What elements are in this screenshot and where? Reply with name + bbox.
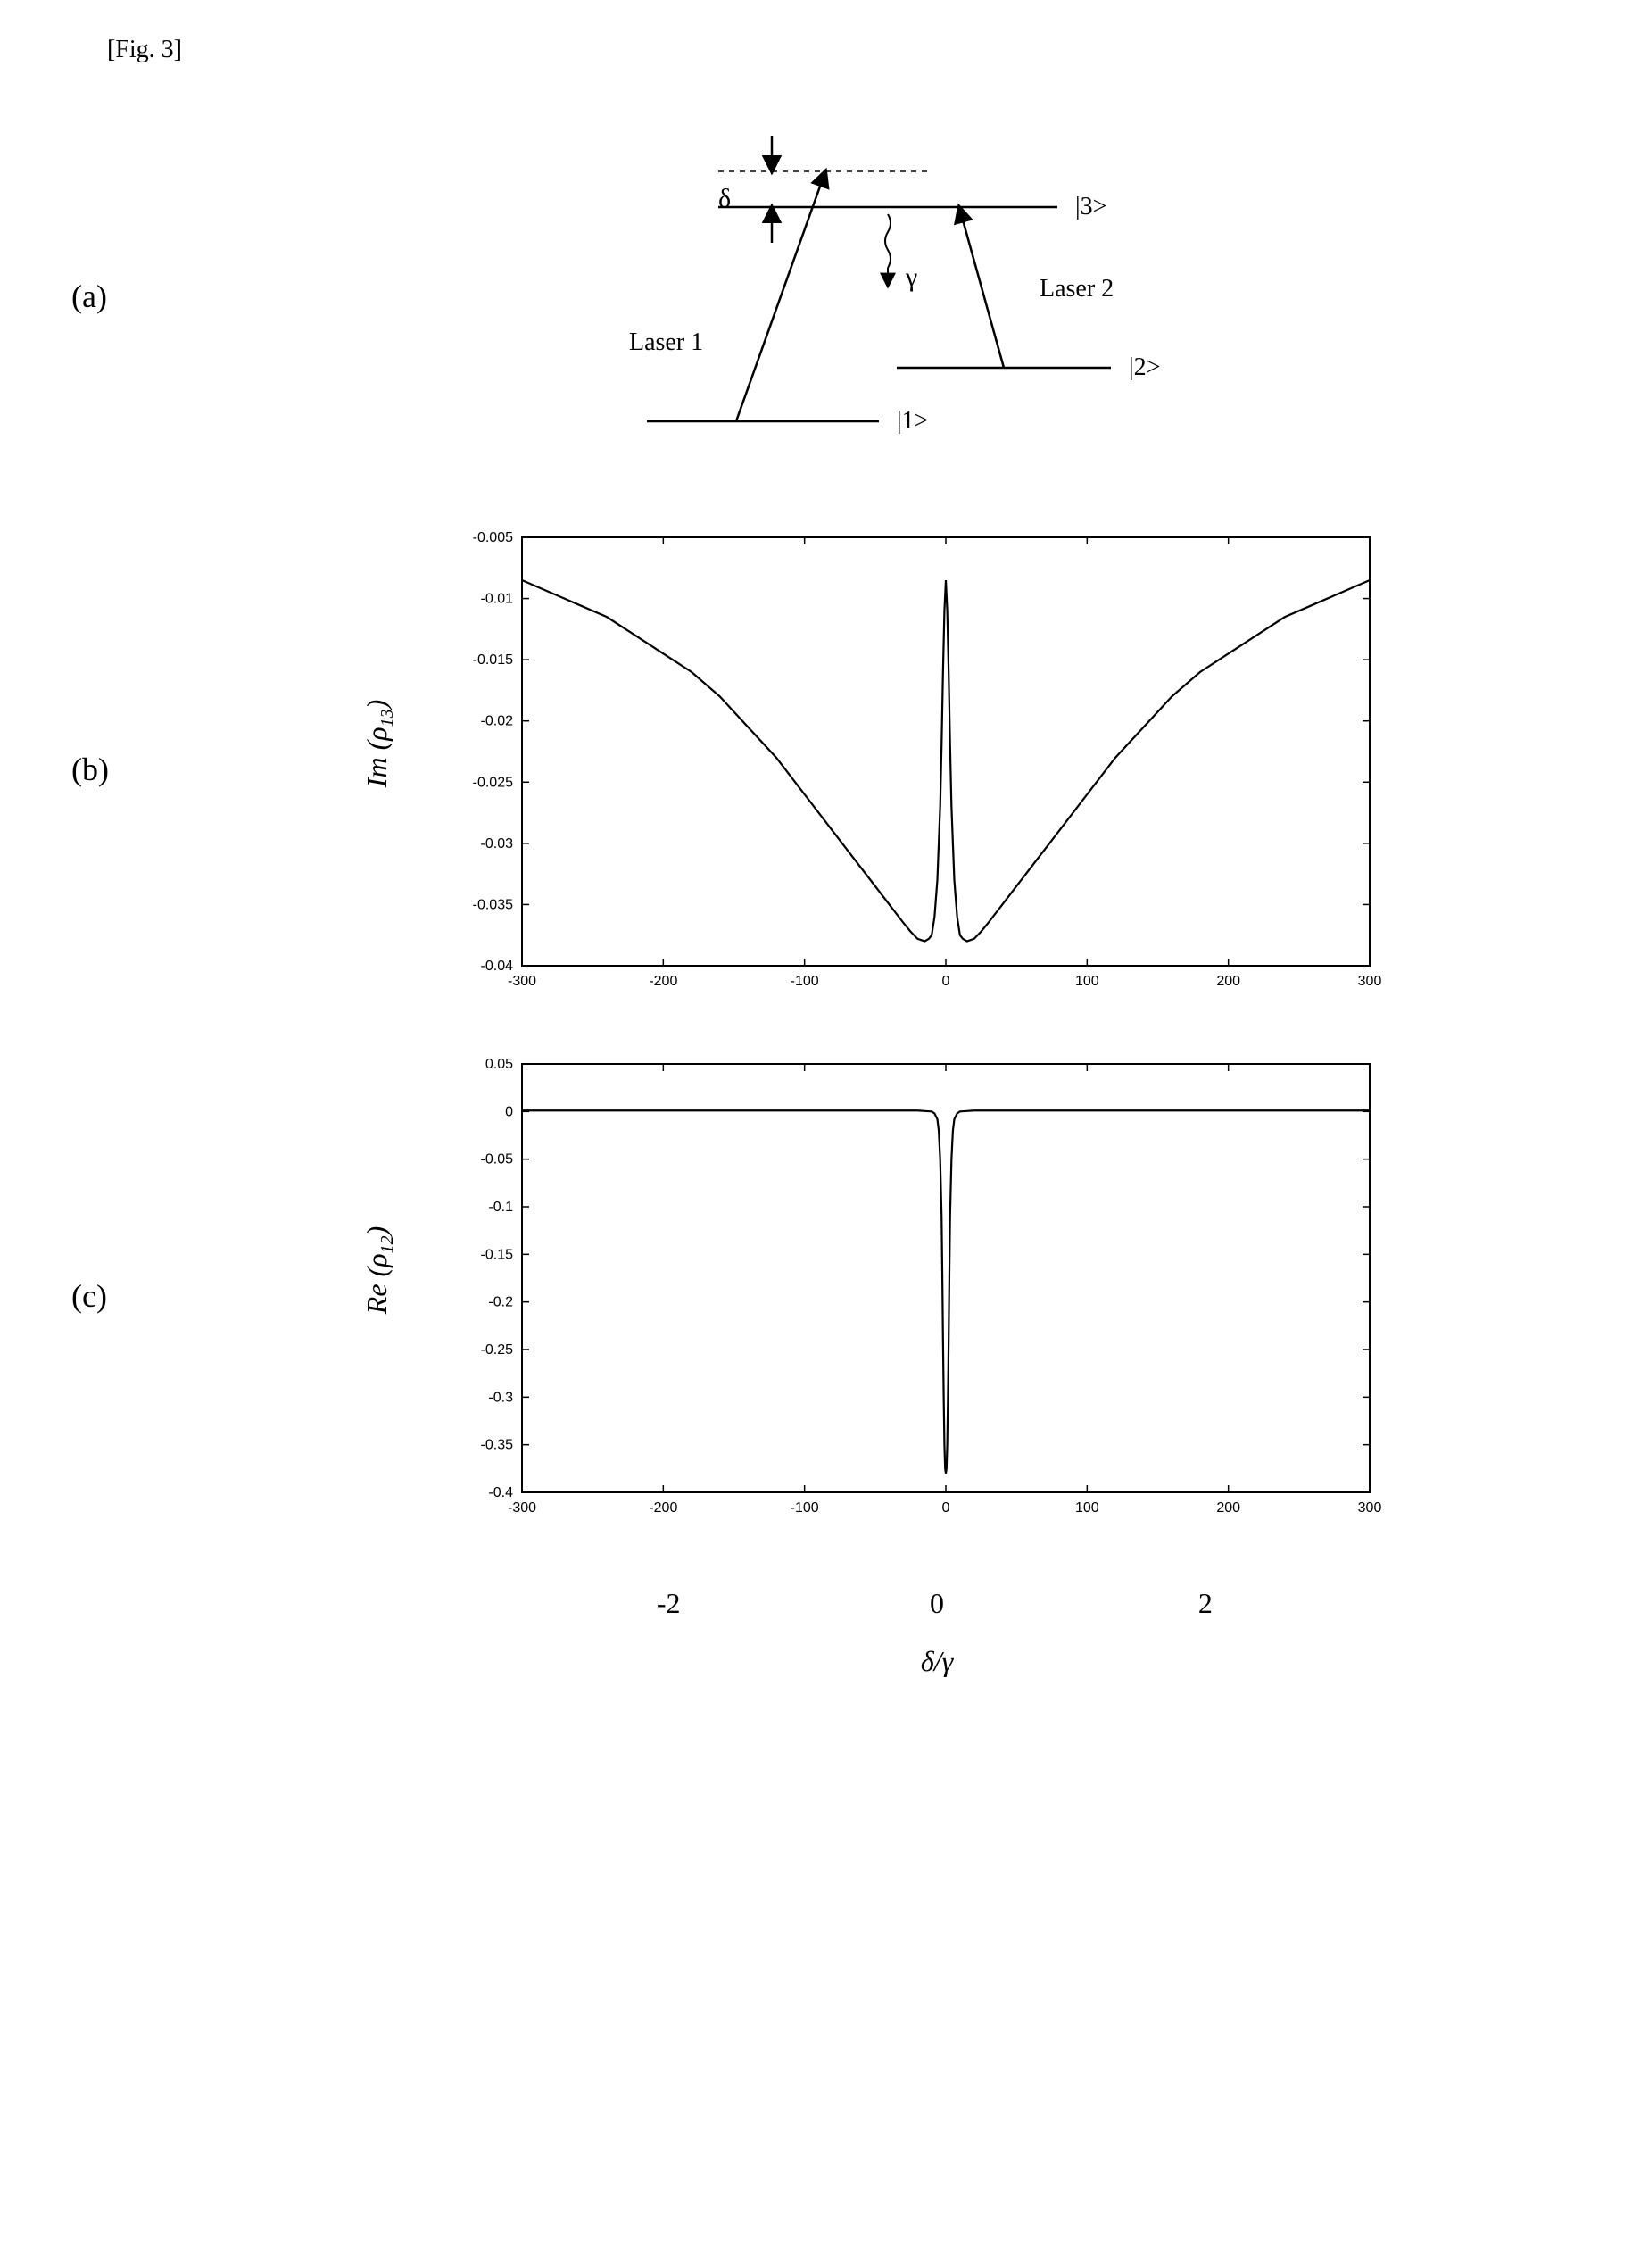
svg-text:-100: -100 (790, 1500, 818, 1516)
panel-c-content: Re (ρ12) -0.4 -0.35 -0.3 -0.25 -0.2 -0.15 -0.1… (178, 1046, 1578, 1546)
figure-caption: [Fig. 3] (107, 36, 1578, 64)
svg-text:200: 200 (1216, 974, 1240, 989)
svg-text:-0.02: -0.02 (480, 714, 513, 729)
chart-b: -0.04 -0.035 -0.03 -0.025 -0.02 -0.015 -0.01 -0… (397, 519, 1396, 1019)
svg-text:-2: -2 (656, 1587, 680, 1619)
svg-text:-300: -300 (507, 974, 535, 989)
chart-c-ylabel: Re (ρ12) (360, 1278, 397, 1314)
panel-c-letter: (c) (54, 1277, 178, 1315)
svg-text:|2>: |2> (1129, 353, 1160, 381)
svg-text:0: 0 (930, 1587, 944, 1619)
svg-text:0.05: 0.05 (485, 1057, 512, 1072)
svg-text:2: 2 (1197, 1587, 1212, 1619)
panel-b-content: Im (ρ13) -0.04-0.035-0.03-0.025-0.02-0.0… (178, 519, 1578, 1019)
svg-text:0: 0 (941, 1500, 949, 1516)
svg-text:-0.2: -0.2 (488, 1295, 513, 1310)
panel-a-letter: (a) (54, 278, 178, 315)
svg-text:δ: δ (718, 184, 731, 213)
svg-text:0: 0 (505, 1104, 513, 1119)
svg-text:-0.25: -0.25 (480, 1342, 513, 1358)
svg-text:δ/γ: δ/γ (920, 1645, 954, 1677)
panel-c-row: (c) Re (ρ12) -0.4 -0.35 -0.3 -0.25 -0.2 -0.15… (54, 1046, 1578, 1546)
svg-text:100: 100 (1074, 974, 1098, 989)
svg-text:-0.035: -0.035 (472, 897, 512, 912)
panel-b-row: (b) Im (ρ13) -0.04 -0.035 -0.03 -0.025 -0.02… (54, 519, 1578, 1019)
svg-text:0: 0 (941, 974, 949, 989)
svg-text:-200: -200 (649, 974, 677, 989)
svg-text:-200: -200 (649, 1500, 677, 1516)
panel-a-row: (a) |1> |2> |3> Laser 1 Laser 2 δ γ (54, 100, 1578, 493)
chart-c: -0.4 -0.35 -0.3 -0.25 -0.2 -0.15 -0.1 -0.05 0 0.0… (397, 1046, 1396, 1546)
svg-text:-0.015: -0.015 (472, 652, 512, 668)
svg-text:Laser 2: Laser 2 (1040, 275, 1114, 303)
bottom-axis: -2 0 2 δ/γ (352, 1573, 1388, 1707)
bottom-axis-row: -2 0 2 δ/γ (161, 1573, 1578, 1707)
svg-text:300: 300 (1357, 1500, 1381, 1516)
svg-text:-0.3: -0.3 (488, 1390, 513, 1405)
svg-text:100: 100 (1074, 1500, 1098, 1516)
svg-text:300: 300 (1357, 974, 1381, 989)
svg-text:-0.05: -0.05 (480, 1152, 513, 1167)
panel-a-content: |1> |2> |3> Laser 1 Laser 2 δ γ (178, 100, 1578, 493)
svg-text:-0.4: -0.4 (488, 1485, 513, 1500)
svg-text:-0.04: -0.04 (480, 959, 513, 974)
svg-text:-0.03: -0.03 (480, 836, 513, 852)
svg-text:-0.005: -0.005 (472, 530, 512, 545)
svg-text:Laser 1: Laser 1 (629, 328, 703, 356)
svg-text:-300: -300 (507, 1500, 535, 1516)
svg-text:-0.025: -0.025 (472, 775, 512, 790)
panel-b-letter: (b) (54, 751, 178, 788)
svg-text:-0.15: -0.15 (480, 1247, 513, 1262)
svg-text:-0.1: -0.1 (488, 1200, 513, 1215)
svg-text:|1>: |1> (897, 407, 928, 435)
svg-text:-100: -100 (790, 974, 818, 989)
svg-text:-0.01: -0.01 (480, 592, 513, 607)
svg-text:γ: γ (905, 262, 917, 292)
svg-text:|3>: |3> (1075, 193, 1106, 220)
chart-b-ylabel: Im (ρ13) (360, 752, 397, 787)
svg-text:-0.35: -0.35 (480, 1438, 513, 1453)
svg-text:200: 200 (1216, 1500, 1240, 1516)
energy-level-diagram: |1> |2> |3> Laser 1 Laser 2 δ γ (486, 100, 1272, 493)
